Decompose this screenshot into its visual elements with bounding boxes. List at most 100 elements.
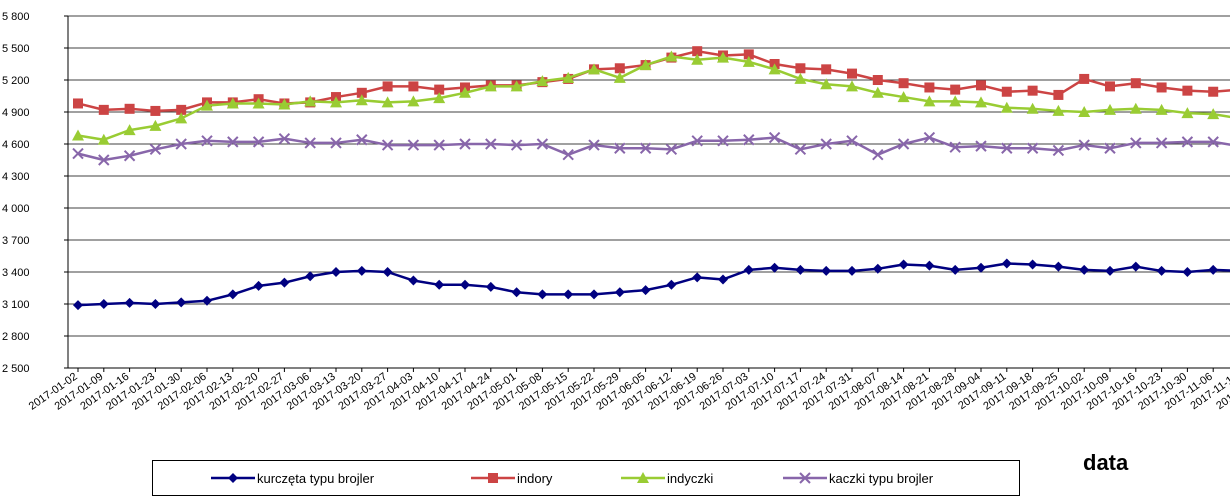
data-point (976, 80, 986, 91)
legend-swatch-kurczeta (211, 473, 255, 483)
data-point (1027, 85, 1038, 96)
x-axis-ticks: 2017-01-022017-01-092017-01-162017-01-23… (27, 368, 1230, 413)
data-point (330, 137, 342, 149)
data-point (1130, 261, 1141, 272)
y-tick-label: 5 800 (2, 11, 30, 23)
data-point (846, 80, 858, 92)
series-1 (73, 46, 1230, 116)
data-point (743, 264, 754, 275)
data-point (1053, 89, 1064, 100)
data-point (976, 262, 986, 273)
data-point (1026, 142, 1039, 154)
data-point (484, 80, 497, 92)
data-point (1079, 264, 1090, 275)
data-point (459, 138, 471, 150)
data-point (1208, 86, 1219, 97)
data-point (407, 95, 420, 107)
data-point (613, 71, 626, 83)
data-point (176, 104, 187, 115)
data-point (459, 86, 471, 98)
data-point (1181, 136, 1194, 148)
data-point (227, 136, 239, 148)
data-point (1104, 142, 1116, 154)
data-point (640, 285, 651, 296)
data-point (614, 142, 626, 154)
y-tick-label: 2 500 (2, 363, 30, 375)
data-point (72, 147, 84, 160)
data-point (975, 140, 987, 152)
series-lines (72, 46, 1230, 311)
data-point (331, 267, 341, 277)
data-point (768, 63, 781, 75)
data-point (1105, 81, 1115, 92)
legend-label-indyczki: indyczki (667, 470, 714, 486)
legend-label-kaczki: kaczki typu brojler (829, 470, 934, 486)
data-point (408, 81, 419, 92)
data-point (434, 84, 445, 95)
data-point (485, 281, 496, 292)
y-tick-label: 4 600 (2, 139, 30, 151)
data-point (769, 262, 780, 273)
y-tick-label: 2 800 (2, 331, 30, 343)
data-point (1105, 265, 1115, 276)
data-point (73, 300, 83, 311)
data-point (1208, 264, 1219, 275)
data-point (1001, 142, 1013, 154)
legend-swatch-indyczki (621, 472, 665, 483)
data-point (1001, 86, 1012, 97)
data-point (123, 150, 136, 162)
data-point (666, 279, 677, 290)
y-tick-label: 5 200 (2, 75, 30, 87)
data-point (434, 279, 445, 290)
data-point (743, 134, 755, 146)
data-point (923, 95, 936, 107)
data-point (872, 148, 884, 161)
data-point (227, 289, 238, 300)
data-point (1181, 107, 1194, 119)
data-point (176, 297, 187, 308)
y-tick-label: 3 700 (2, 235, 30, 247)
data-point (820, 138, 832, 150)
legend-label-kurczeta: kurczęta typu brojler (257, 470, 375, 486)
data-point (562, 71, 575, 83)
data-point (278, 98, 291, 110)
data-point (356, 265, 367, 276)
data-point (1027, 259, 1038, 270)
data-point (692, 272, 703, 283)
data-point (1130, 137, 1142, 149)
data-point (614, 63, 625, 74)
data-point (201, 99, 213, 111)
data-point (433, 139, 445, 151)
data-point (98, 299, 109, 309)
data-point (975, 96, 987, 108)
data-point (485, 138, 497, 150)
y-tick-label: 3 400 (2, 267, 30, 279)
data-point (639, 142, 652, 154)
data-point (923, 131, 936, 144)
legend-item-kaczki: kaczki typu brojler (783, 461, 933, 495)
data-point (381, 139, 394, 151)
data-point (1052, 104, 1065, 116)
data-point (433, 92, 446, 104)
series-3 (72, 131, 1230, 166)
data-point (563, 289, 574, 300)
data-point (355, 94, 368, 106)
data-point (382, 81, 393, 92)
data-point (691, 53, 704, 65)
data-point (949, 95, 962, 107)
data-point (382, 267, 393, 277)
series-line (77, 49, 1230, 113)
data-point (897, 138, 910, 150)
series-2 (72, 50, 1230, 145)
data-point (536, 138, 549, 150)
data-point (150, 105, 161, 116)
data-point (226, 97, 239, 109)
data-point (692, 46, 703, 57)
data-point (847, 68, 857, 79)
data-point (871, 86, 884, 98)
legend-label-indory: indory (517, 470, 553, 486)
data-point (924, 82, 935, 93)
data-point (1104, 103, 1116, 115)
data-point (408, 275, 419, 286)
data-point (510, 139, 523, 151)
